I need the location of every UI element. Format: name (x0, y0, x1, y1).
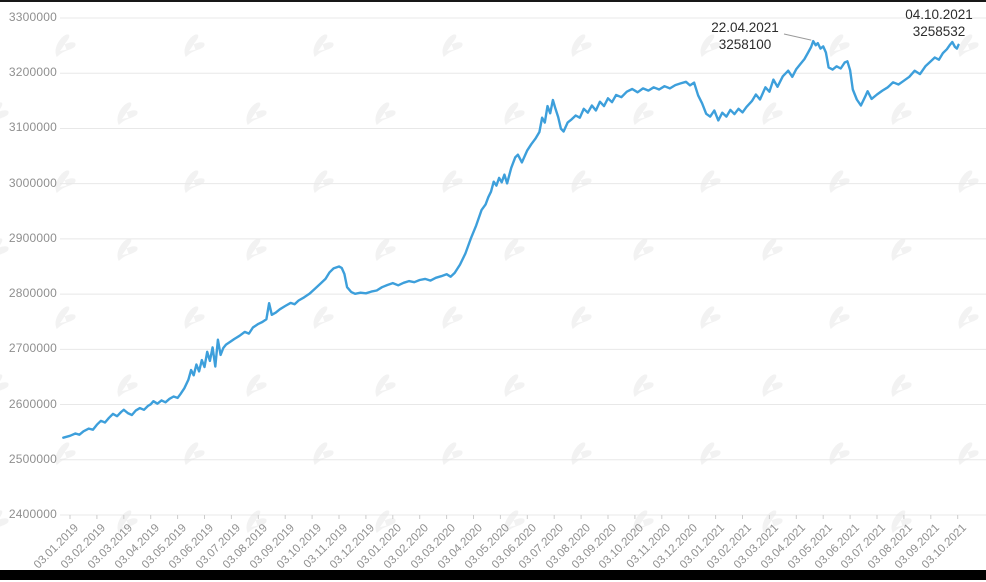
y-axis-label: 2600000 (8, 396, 57, 411)
forklog-logo-watermark (891, 102, 912, 126)
forklog-logo-watermark (375, 374, 396, 398)
forklog-logo-watermark (375, 102, 396, 126)
forklog-logo-watermark (571, 34, 592, 58)
forklog-logo-watermark (117, 102, 138, 126)
forklog-logo-watermark (184, 306, 205, 330)
axis-tick-layer (69, 515, 959, 519)
forklog-logo-watermark (504, 102, 525, 126)
forklog-logo-watermark (184, 170, 205, 194)
forklog-logo-watermark (700, 442, 721, 466)
forklog-logo-watermark (829, 442, 850, 466)
forklog-logo-watermark (313, 34, 334, 58)
forklog-logo-watermark (762, 102, 783, 126)
forklog-logo-watermark (829, 34, 850, 58)
forklog-logo-watermark (184, 34, 205, 58)
forklog-logo-watermark (246, 102, 267, 126)
forklog-logo-watermark (958, 442, 979, 466)
annotation-pointer-line (783, 33, 812, 41)
watermark-layer (0, 34, 979, 534)
forklog-logo-watermark (442, 306, 463, 330)
y-axis-label: 3000000 (8, 175, 57, 190)
forklog-logo-watermark (891, 238, 912, 262)
y-axis-label: 3300000 (8, 10, 57, 24)
forklog-logo-watermark (55, 170, 76, 194)
forklog-logo-watermark (571, 170, 592, 194)
forklog-logo-watermark (246, 238, 267, 262)
annotation-last-value: 3258532 (912, 24, 966, 39)
annotation-peak-value: 3258100 (718, 37, 772, 52)
forklog-logo-watermark (184, 442, 205, 466)
y-axis-label: 2900000 (8, 230, 57, 245)
forklog-logo-watermark (442, 170, 463, 194)
forklog-logo-watermark (958, 170, 979, 194)
forklog-logo-watermark (571, 442, 592, 466)
forklog-logo-watermark (246, 374, 267, 398)
forklog-logo-watermark (55, 306, 76, 330)
y-axis-label: 3200000 (8, 65, 57, 80)
y-axis-label: 2500000 (8, 451, 57, 466)
data-series-line[interactable] (62, 39, 960, 439)
y-axis-label: 2700000 (8, 341, 57, 356)
bottom-black-bar (0, 570, 986, 580)
series-layer (62, 39, 960, 439)
annotation-peak-date: 22.04.2021 (711, 20, 779, 35)
forklog-logo-watermark (313, 442, 334, 466)
forklog-logo-watermark (958, 306, 979, 330)
forklog-logo-watermark (571, 306, 592, 330)
annotation-last: 04.10.2021 3258532 (899, 6, 979, 40)
forklog-logo-watermark (633, 102, 654, 126)
forklog-logo-watermark (442, 442, 463, 466)
forklog-logo-watermark (700, 170, 721, 194)
annotation-peak: 22.04.2021 3258100 (705, 19, 785, 53)
forklog-logo-watermark (0, 374, 9, 398)
y-axis-label: 3100000 (8, 120, 57, 135)
y-axis-label: 2400000 (8, 507, 57, 521)
annotation-last-date: 04.10.2021 (905, 7, 973, 22)
forklog-logo-watermark (829, 306, 850, 330)
gridline-layer (60, 17, 986, 516)
forklog-logo-watermark (313, 170, 334, 194)
forklog-logo-watermark (633, 374, 654, 398)
forklog-logo-watermark (313, 306, 334, 330)
forklog-logo-watermark (762, 238, 783, 262)
forklog-logo-watermark (117, 374, 138, 398)
forklog-logo-watermark (504, 238, 525, 262)
callout-pointer-layer (783, 33, 812, 41)
forklog-logo-watermark (375, 238, 396, 262)
forklog-logo-watermark (442, 34, 463, 58)
forklog-logo-watermark (504, 374, 525, 398)
top-edge-strip (0, 0, 986, 2)
forklog-logo-watermark (891, 374, 912, 398)
y-axis-label: 2800000 (8, 286, 57, 301)
forklog-logo-watermark (829, 170, 850, 194)
forklog-logo-watermark (55, 34, 76, 58)
forklog-logo-watermark (633, 238, 654, 262)
forklog-logo-watermark (117, 238, 138, 262)
forklog-logo-watermark (700, 306, 721, 330)
forklog-logo-watermark (762, 374, 783, 398)
forklog-logo-watermark (55, 442, 76, 466)
